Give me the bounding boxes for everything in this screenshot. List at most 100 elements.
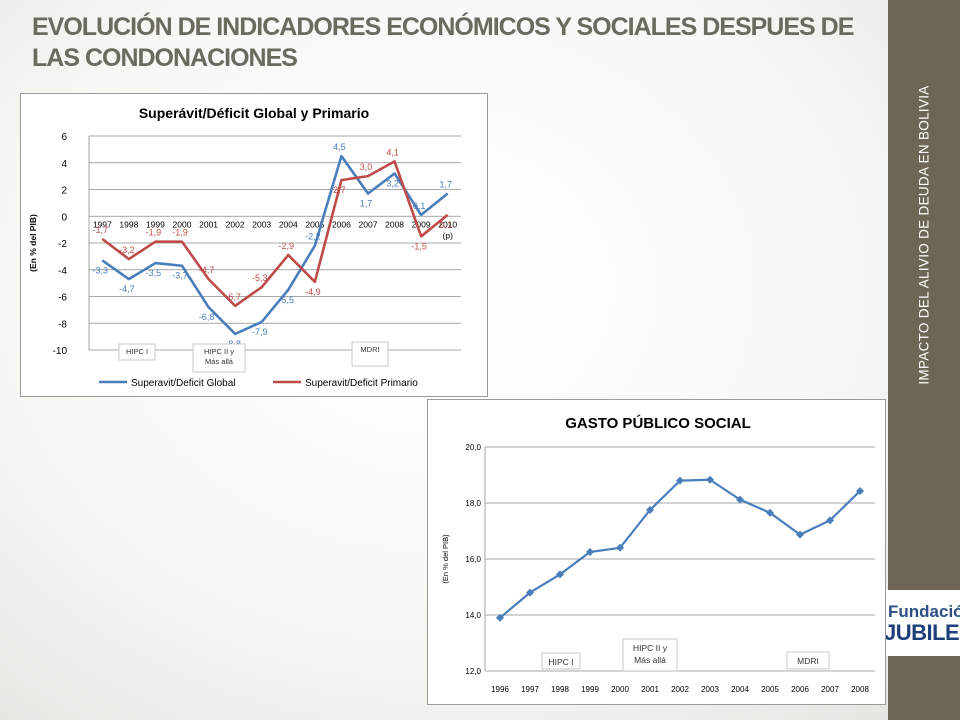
x-tick-label: 2003 (701, 685, 719, 694)
primary-balance-line (101, 160, 449, 308)
y-tick-label: 6 (61, 132, 67, 143)
x-tick-label: 1999 (146, 219, 165, 229)
global-data-label: 1,7 (360, 199, 373, 209)
x-tick-label: 2001 (199, 219, 218, 229)
x-tick-label: 2001 (641, 685, 659, 694)
global-data-label: -7,9 (252, 327, 268, 337)
primary-data-label: 2,7 (333, 185, 346, 195)
primary-data-label: -3,2 (119, 245, 135, 255)
y-tick-label: -6 (58, 293, 67, 304)
annotation-box: MDRI (786, 651, 830, 670)
social-spending-chart: GASTO PÚBLICO SOCIAL 12,0 14,0 16,0 18,0 20,0… (427, 399, 886, 705)
global-data-label: -3,3 (93, 265, 109, 275)
slide-title: EVOLUCIÓN DE INDICADORES ECONÓMICOS Y SO… (32, 13, 854, 72)
primary-data-label: -4,7 (199, 265, 215, 275)
data-point (586, 548, 594, 556)
global-data-label: 3,2 (386, 178, 399, 188)
y-tick-label: 20,0 (465, 443, 481, 452)
annotation-text: HIPC I (126, 347, 148, 356)
y-tick-label: -2 (58, 239, 67, 250)
y-tick-label: 2 (61, 186, 67, 197)
y-tick-label: 18,0 (465, 499, 481, 508)
annotation-frame (786, 651, 830, 670)
x-tick-label: 2000 (173, 219, 192, 229)
chart-title: GASTO PÚBLICO SOCIAL (565, 414, 751, 432)
primary-data-label: 3,0 (360, 162, 373, 172)
data-point (676, 476, 684, 485)
global-data-label: 4,5 (333, 142, 346, 152)
annotation-text: Más allá (205, 357, 234, 366)
global-data-label: -2,2 (305, 232, 321, 242)
x-tick-label: 2002 (671, 685, 689, 694)
primary-data-label: -1,9 (172, 228, 188, 238)
y-tick-label: 0 (61, 212, 67, 223)
data-point (496, 613, 504, 622)
annotation-text: HIPC II y (633, 643, 668, 653)
x-tick-label: 2000 (611, 685, 629, 694)
annotation-frame (118, 343, 156, 361)
data-point (796, 530, 804, 539)
data-point (826, 516, 834, 525)
global-data-label: -4,7 (119, 284, 135, 294)
y-tick-label: -4 (58, 266, 67, 277)
data-point (856, 486, 864, 495)
primary-data-label: 0,1 (439, 220, 452, 230)
x-tick-label: 1999 (581, 685, 599, 694)
annotation-text: Más allá (634, 655, 666, 665)
x-tick-label: 2008 (851, 685, 869, 694)
x-tick-label: 2010 (438, 219, 457, 229)
primary-data-label: -1,7 (93, 225, 109, 235)
global-data-label: -3,5 (146, 268, 162, 278)
legend-label-global: Superavit/Deficit Global (131, 378, 236, 389)
logo-top-text: Fundación (888, 602, 960, 621)
y-axis-label: (En % del PIB) (441, 534, 450, 584)
primary-data-label: -4,9 (305, 287, 321, 297)
global-data-label: 0,1 (413, 201, 426, 211)
primary-data-label: -1,9 (146, 228, 162, 238)
x-tick-label: 2009 (412, 219, 431, 229)
data-point (736, 495, 744, 504)
primary-data-label: -1,5 (411, 241, 427, 251)
primary-data-label: 4,1 (386, 147, 399, 157)
y-tick-label: -8 (58, 319, 67, 330)
y-tick-label: 16,0 (465, 555, 481, 564)
chart-title: Superávit/Déficit Global y Primario (139, 105, 369, 121)
x-tick-label: 2005 (761, 685, 779, 694)
annotation-frame (622, 638, 678, 672)
y-axis-label: (En % del PIB) (28, 214, 38, 272)
x-tick-label: 1996 (491, 685, 509, 694)
side-label: IMPACTO DEL ALIVIO DE DEUDA EN BOLIVIA (916, 85, 932, 385)
data-point (556, 570, 564, 579)
annotation-box: HIPC II y Más allá (622, 638, 678, 672)
annotation-text: MDRI (360, 345, 379, 354)
global-balance-line (101, 154, 449, 336)
y-tick-label: 14,0 (465, 611, 481, 620)
primary-data-label: -5,3 (252, 273, 268, 283)
annotation-text: MDRI (797, 656, 819, 666)
x-tick-label: 2002 (226, 219, 245, 229)
x-tick-label: 2007 (359, 219, 378, 229)
global-data-label: -6,8 (199, 312, 215, 322)
annotation-text: HIPC II y (204, 347, 234, 356)
primary-data-label: -6,7 (225, 292, 241, 302)
x-tick-sublabel: (p) (443, 230, 454, 240)
y-tick-label: -10 (53, 346, 68, 357)
logo-bottom-text: JUBILEO (884, 620, 960, 645)
social-spending-line (499, 478, 861, 619)
x-tick-label: 1997 (93, 219, 112, 229)
annotation-frame (192, 343, 246, 373)
social-spending-chart-svg: GASTO PÚBLICO SOCIAL 12,0 14,0 16,0 18,0 20,0… (441, 414, 875, 694)
fundacion-jubileo-logo: Fundación JUBILEO (880, 590, 960, 656)
x-tick-label: 2008 (385, 219, 404, 229)
x-tick-label: 2007 (821, 685, 839, 694)
annotation-frame (541, 652, 581, 670)
fiscal-balance-chart-svg: Superávit/Déficit Global y Primario -10 -8… (28, 105, 461, 389)
x-tick-label: 2004 (279, 219, 298, 229)
global-data-label: -5,5 (279, 295, 295, 305)
fiscal-balance-chart: Superávit/Déficit Global y Primario -10 -8… (20, 93, 488, 397)
x-tick-label: 2005 (305, 219, 324, 229)
data-point (526, 588, 534, 597)
data-point (706, 475, 714, 484)
legend-label-primary: Superavit/Deficit Primario (305, 378, 418, 389)
